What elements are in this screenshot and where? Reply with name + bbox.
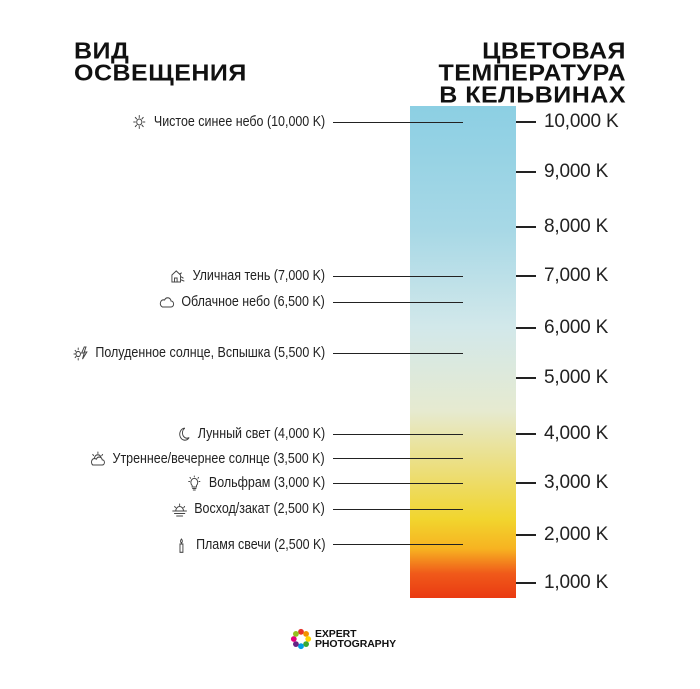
light-source-label: Чистое синее небо (10,000 K) xyxy=(153,114,325,130)
source-pointer-line xyxy=(333,508,463,510)
light-type-heading: ВИД ОСВЕЩЕНИЯ xyxy=(74,38,247,86)
light-source-label: Уличная тень (7,000 K) xyxy=(192,268,325,284)
source-pointer-line xyxy=(333,544,463,546)
source-pointer-line xyxy=(333,433,463,435)
scale-tick-label: 5,000 K xyxy=(544,367,609,388)
scale-tick-line xyxy=(516,534,536,536)
light-source-item: Полуденное солнце, Вспышка (5,500 K) xyxy=(72,343,325,363)
scale-tick-line xyxy=(516,482,536,484)
light-source-label: Облачное небо (6,500 K) xyxy=(181,294,325,310)
light-source-label: Полуденное солнце, Вспышка (5,500 K) xyxy=(95,345,325,361)
scale-tick-line xyxy=(516,582,536,584)
light-source-label: Лунный свет (4,000 K) xyxy=(197,426,325,442)
source-pointer-line xyxy=(333,301,463,303)
light-source-label: Утреннее/вечернее солнце (3,500 K) xyxy=(112,450,325,467)
scale-tick-line xyxy=(516,275,536,277)
scale-tick-line xyxy=(516,327,536,329)
light-source-label: Восход/закат (2,500 K) xyxy=(194,501,325,517)
scale-tick-label: 3,000 K xyxy=(544,472,609,493)
light-source-item: Облачное небо (6,500 K) xyxy=(158,292,325,312)
logo-text: EXPERT PHOTOGRAPHY xyxy=(315,628,396,650)
source-pointer-line xyxy=(333,352,463,354)
scale-tick-line xyxy=(516,377,536,379)
source-pointer-line xyxy=(333,275,463,277)
source-pointer-line xyxy=(333,482,463,484)
candle-icon xyxy=(172,537,189,553)
scale-tick-label: 10,000 K xyxy=(544,111,619,132)
scale-tick-line xyxy=(516,121,536,123)
expert-photography-logo: EXPERT PHOTOGRAPHY xyxy=(290,628,396,650)
light-source-item: Чистое синее небо (10,000 K) xyxy=(130,112,325,132)
scale-tick-line xyxy=(516,433,536,435)
light-source-label: Пламя свечи (2,500 K) xyxy=(195,536,325,553)
lightbulb-icon xyxy=(186,475,203,491)
sun-flash-icon xyxy=(72,345,89,361)
light-source-label: Вольфрам (3,000 K) xyxy=(208,475,325,491)
light-source-item: Восход/закат (2,500 K) xyxy=(171,499,325,519)
scale-tick-label: 2,000 K xyxy=(544,524,609,545)
light-source-item: Уличная тень (7,000 K) xyxy=(169,266,325,286)
scale-tick-line xyxy=(516,226,536,228)
color-temperature-heading: ЦВЕТОВАЯ ТЕМПЕРАТУРА В КЕЛЬВИНАХ xyxy=(438,38,626,109)
scale-tick-label: 7,000 K xyxy=(544,265,609,286)
light-source-item: Утреннее/вечернее солнце (3,500 K) xyxy=(90,449,325,469)
temperature-gradient-bar xyxy=(410,106,516,598)
scale-tick-line xyxy=(516,171,536,173)
sunset-icon xyxy=(171,501,188,517)
source-pointer-line xyxy=(333,121,463,123)
scale-tick-label: 1,000 K xyxy=(544,572,609,593)
logo-aperture-icon xyxy=(290,628,312,650)
scale-tick-label: 9,000 K xyxy=(544,161,609,182)
scale-tick-label: 6,000 K xyxy=(544,317,609,338)
scale-tick-label: 4,000 K xyxy=(544,423,609,444)
scale-tick-label: 8,000 K xyxy=(544,216,609,237)
light-source-item: Вольфрам (3,000 K) xyxy=(186,473,325,493)
moon-icon xyxy=(174,426,191,442)
light-source-item: Пламя свечи (2,500 K) xyxy=(172,535,325,555)
sun-icon xyxy=(130,114,147,130)
light-source-item: Лунный свет (4,000 K) xyxy=(174,424,325,444)
sun-cloud-icon xyxy=(90,450,107,467)
house-shade-icon xyxy=(169,268,186,284)
cloud-icon xyxy=(158,294,175,310)
source-pointer-line xyxy=(333,458,463,459)
